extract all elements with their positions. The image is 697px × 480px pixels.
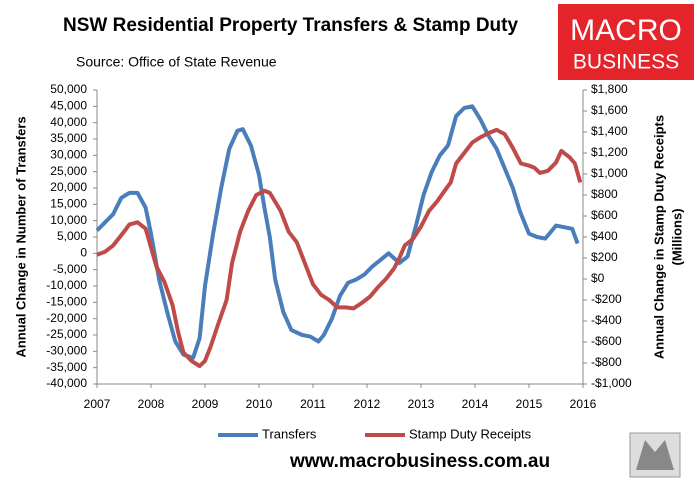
logo-text: MACRO (570, 14, 682, 47)
x-tick-label: 2007 (84, 397, 111, 411)
y-tick-label: -35,000 (46, 360, 87, 374)
y-tick-label: -20,000 (46, 311, 87, 325)
x-tick-label: 2015 (516, 397, 543, 411)
data-line (95, 104, 580, 360)
y-tick-label: 35,000 (50, 131, 87, 145)
x-tick-label: 2009 (192, 397, 219, 411)
logo-image (636, 440, 674, 470)
x-tick-label: 2011 (300, 397, 326, 411)
y-tick-label: -30,000 (46, 344, 87, 358)
y-tick-label: -5,000 (53, 262, 87, 276)
y-tick-label: -15,000 (46, 295, 87, 309)
y2-tick-label: -$1,000 (591, 376, 632, 390)
y-tick-label: 5,000 (57, 229, 87, 243)
y2-axis-label: (Millions) (669, 208, 684, 265)
y2-tick-label: $1,000 (591, 166, 628, 180)
y2-tick-label: $200 (591, 250, 618, 264)
y-tick-label: -25,000 (46, 327, 87, 341)
x-tick-label: 2013 (408, 397, 435, 411)
y-tick-label: 45,000 (50, 99, 87, 113)
y2-tick-label: $400 (591, 229, 618, 243)
y-tick-label: 10,000 (50, 213, 87, 227)
legend-label: Transfers (262, 426, 317, 441)
y2-tick-label: -$800 (591, 355, 622, 369)
y-tick-label: -10,000 (46, 278, 87, 292)
y-tick-label: -40,000 (46, 376, 87, 390)
y2-tick-label: -$400 (591, 313, 622, 327)
chart-title: NSW Residential Property Transfers & Sta… (63, 15, 518, 36)
chart-subtitle: Source: Office of State Revenue (76, 54, 277, 70)
y2-axis-label: Annual Change in Stamp Duty Receipts (651, 115, 666, 359)
x-tick-label: 2014 (462, 397, 489, 411)
y2-tick-label: $1,400 (591, 124, 628, 138)
y2-tick-label: $1,200 (591, 145, 628, 159)
x-tick-label: 2012 (354, 397, 381, 411)
y2-tick-label: -$200 (591, 292, 622, 306)
y-tick-label: 0 (80, 246, 87, 260)
y2-tick-label: $600 (591, 208, 618, 222)
y-axis-label: Annual Change in Number of Transfers (13, 116, 28, 357)
y2-tick-label: $800 (591, 187, 618, 201)
y2-tick-label: $1,600 (591, 103, 628, 117)
x-tick-label: 2010 (246, 397, 273, 411)
logo-box (558, 4, 694, 80)
y-tick-label: 30,000 (50, 148, 87, 162)
y2-tick-label: $0 (591, 271, 605, 285)
y-tick-label: 50,000 (50, 82, 87, 96)
y2-tick-label: $1,800 (591, 82, 628, 96)
logo-text: BUSINESS (573, 51, 679, 74)
y-tick-label: 25,000 (50, 164, 87, 178)
y2-tick-label: -$600 (591, 334, 622, 348)
footer: www.macrobusiness.com.au (289, 451, 550, 472)
x-tick-label: 2016 (570, 397, 597, 411)
x-tick-label: 2008 (138, 397, 165, 411)
y-tick-label: 15,000 (50, 197, 87, 211)
data-line (96, 127, 583, 369)
y-tick-label: 20,000 (50, 180, 87, 194)
y-tick-label: 40,000 (50, 115, 87, 129)
legend-label: Stamp Duty Receipts (409, 426, 532, 441)
